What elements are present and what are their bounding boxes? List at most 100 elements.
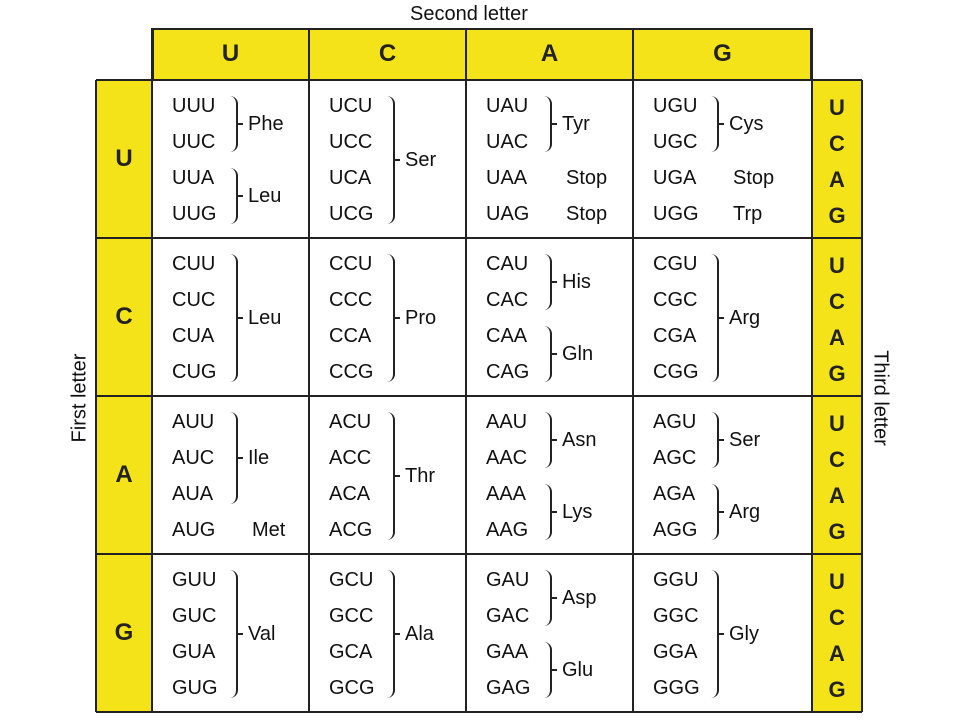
codon-AGG: AGG bbox=[653, 519, 698, 541]
codon-UAC: UAC bbox=[486, 131, 529, 153]
codon-GGC: GGC bbox=[653, 605, 699, 627]
third-letter-A: A bbox=[829, 167, 845, 192]
codon-GAA: GAA bbox=[486, 641, 529, 663]
codon-UUA: UUA bbox=[172, 167, 215, 189]
grid-line bbox=[861, 80, 863, 712]
codon-CAA: CAA bbox=[486, 325, 528, 347]
grid-line bbox=[811, 28, 813, 712]
amino-acid-arg: Arg bbox=[729, 501, 761, 523]
brace-tyr bbox=[544, 96, 552, 152]
amino-acid-stop: Stop bbox=[566, 203, 608, 225]
grid-line bbox=[96, 711, 862, 713]
codon-ACG: ACG bbox=[329, 519, 373, 541]
codon-AUU: AUU bbox=[172, 411, 215, 433]
codon-GCG: GCG bbox=[329, 677, 375, 699]
third-letter-U: U bbox=[829, 253, 845, 278]
codon-UAG: UAG bbox=[486, 203, 530, 225]
grid-line bbox=[152, 28, 812, 30]
codon-CUC: CUC bbox=[172, 289, 216, 311]
amino-acid-ser: Ser bbox=[405, 149, 437, 171]
brace-glu bbox=[544, 642, 552, 698]
codon-AAG: AAG bbox=[486, 519, 529, 541]
amino-acid-leu: Leu bbox=[248, 307, 282, 329]
brace-ser bbox=[711, 412, 719, 468]
amino-acid-pro: Pro bbox=[405, 307, 437, 329]
codon-GAU: GAU bbox=[486, 569, 530, 591]
amino-acid-gly: Gly bbox=[729, 623, 759, 645]
grid-line bbox=[151, 28, 153, 712]
amino-acid-his: His bbox=[562, 271, 591, 293]
codon-CCC: CCC bbox=[329, 289, 373, 311]
codon-CAC: CAC bbox=[486, 289, 529, 311]
amino-acid-glu: Glu bbox=[562, 659, 594, 681]
third-letter-G: G bbox=[828, 203, 846, 228]
third-letter-U: U bbox=[829, 95, 845, 120]
codon-ACC: ACC bbox=[329, 447, 372, 469]
third-letter-C: C bbox=[829, 289, 845, 314]
brace-leu bbox=[230, 254, 238, 382]
amino-acid-trp: Trp bbox=[733, 203, 763, 225]
amino-acid-ile: Ile bbox=[248, 447, 270, 469]
brace-cys bbox=[711, 96, 719, 152]
brace-thr bbox=[387, 412, 395, 540]
codon-UUG: UUG bbox=[172, 203, 217, 225]
grid-line bbox=[152, 28, 154, 80]
codon-UCU: UCU bbox=[329, 95, 373, 117]
codon-UGG: UGG bbox=[653, 203, 699, 225]
codon-UGU: UGU bbox=[653, 95, 698, 117]
brace-val bbox=[230, 570, 238, 698]
third-letter-G: G bbox=[828, 519, 846, 544]
codon-AAA: AAA bbox=[486, 483, 527, 505]
second-letter-C: C bbox=[378, 40, 397, 67]
third-letter-G: G bbox=[828, 677, 846, 702]
codon-CAU: CAU bbox=[486, 253, 529, 275]
second-letter-U: U bbox=[221, 40, 240, 67]
third-letter-U: U bbox=[829, 411, 845, 436]
codon-UAA: UAA bbox=[486, 167, 528, 189]
third-letter-label: Third letter bbox=[869, 350, 892, 446]
codon-AUA: AUA bbox=[172, 483, 214, 505]
codon-AGC: AGC bbox=[653, 447, 697, 469]
amino-acid-leu: Leu bbox=[248, 185, 282, 207]
brace-pro bbox=[387, 254, 395, 382]
brace-leu bbox=[230, 168, 238, 224]
grid-line bbox=[632, 28, 634, 712]
codon-ACU: ACU bbox=[329, 411, 372, 433]
third-letter-G: G bbox=[828, 361, 846, 386]
codon-AGA: AGA bbox=[653, 483, 696, 505]
codon-GUG: GUG bbox=[172, 677, 218, 699]
first-letter-label: First letter bbox=[68, 353, 91, 443]
brace-ile bbox=[230, 412, 238, 504]
codon-GGG: GGG bbox=[653, 677, 700, 699]
third-letter-A: A bbox=[829, 641, 845, 666]
amino-acid-lys: Lys bbox=[562, 501, 593, 523]
third-letter-A: A bbox=[829, 483, 845, 508]
codon-GGU: GGU bbox=[653, 569, 699, 591]
codon-GCA: GCA bbox=[329, 641, 373, 663]
brace-gly bbox=[711, 570, 719, 698]
amino-acid-ser: Ser bbox=[729, 429, 761, 451]
amino-acid-val: Val bbox=[248, 623, 276, 645]
amino-acid-asp: Asp bbox=[562, 587, 597, 609]
first-letter-A: A bbox=[115, 461, 133, 488]
amino-acid-stop: Stop bbox=[733, 167, 775, 189]
brace-asn bbox=[544, 412, 552, 468]
brace-asp bbox=[544, 570, 552, 626]
codon-GCC: GCC bbox=[329, 605, 374, 627]
third-letter-U: U bbox=[829, 569, 845, 594]
grid-line bbox=[95, 80, 97, 712]
codon-GAC: GAC bbox=[486, 605, 530, 627]
third-letter-A: A bbox=[829, 325, 845, 350]
codon-GUC: GUC bbox=[172, 605, 217, 627]
codon-AGU: AGU bbox=[653, 411, 697, 433]
brace-gln bbox=[544, 326, 552, 382]
codon-UCC: UCC bbox=[329, 131, 373, 153]
amino-acid-cys: Cys bbox=[729, 113, 764, 135]
codon-UAU: UAU bbox=[486, 95, 529, 117]
amino-acid-ala: Ala bbox=[405, 623, 434, 645]
codon-CUU: CUU bbox=[172, 253, 216, 275]
second-letter-G: G bbox=[713, 40, 732, 67]
grid-line bbox=[96, 553, 862, 555]
codon-CGC: CGC bbox=[653, 289, 698, 311]
first-letter-G: G bbox=[114, 619, 134, 646]
